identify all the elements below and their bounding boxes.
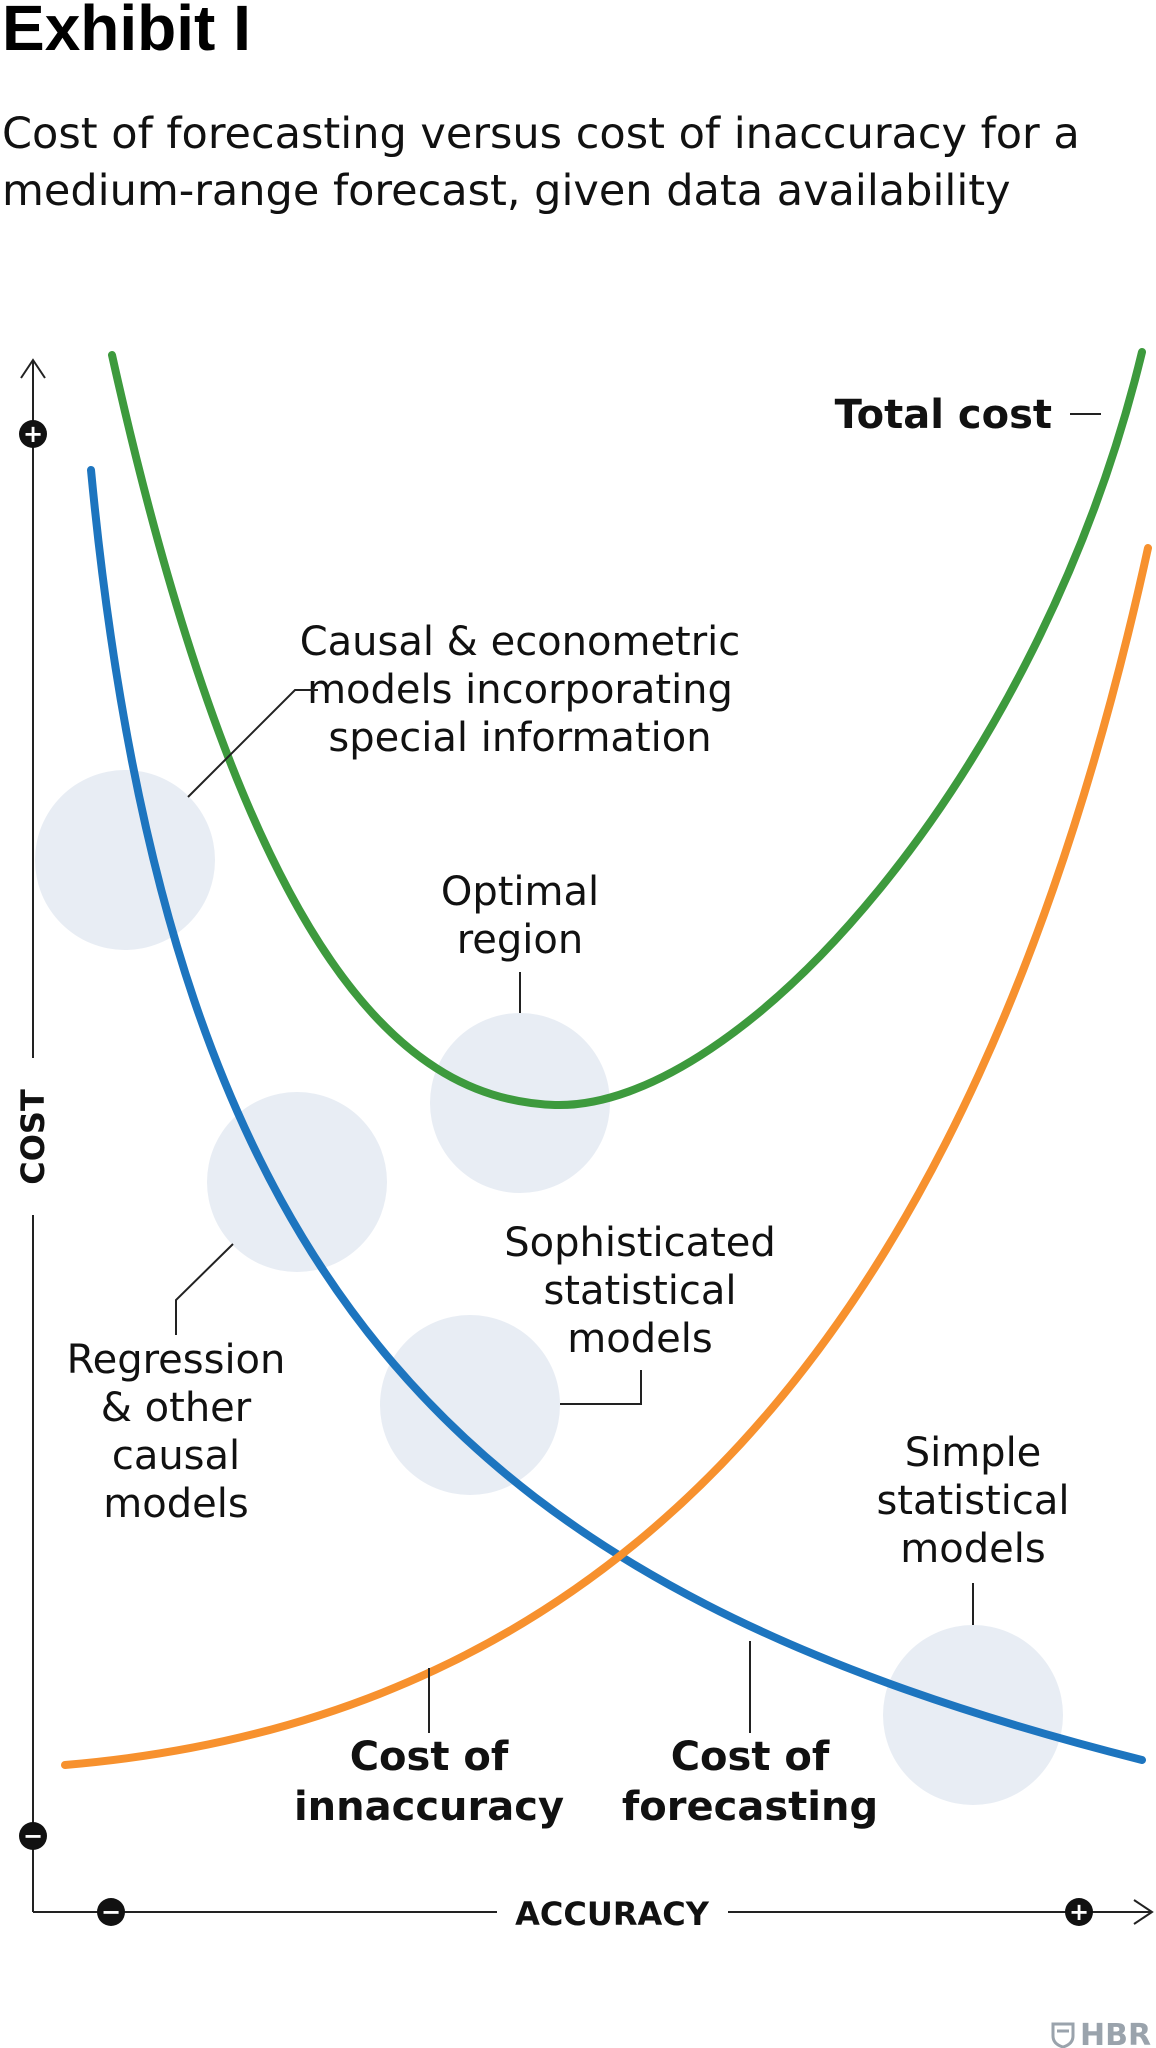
svg-text:special information: special information (328, 715, 711, 761)
sophisticated-label: Sophisticated statistical models (504, 1220, 776, 1362)
svg-text:models: models (567, 1316, 712, 1362)
svg-text:Regression: Regression (67, 1337, 286, 1383)
svg-text:models incorporating: models incorporating (307, 667, 733, 713)
svg-text:models: models (900, 1526, 1045, 1572)
regression-label: Regression & other causal models (67, 1337, 286, 1527)
svg-text:+: + (1069, 1898, 1089, 1926)
svg-text:Cost of: Cost of (671, 1734, 830, 1780)
y-axis (20, 358, 46, 1912)
svg-text:−: − (23, 1822, 43, 1850)
svg-text:& other: & other (101, 1385, 252, 1431)
svg-text:+: + (23, 420, 43, 448)
y-plus-marker: + (19, 420, 47, 448)
causal-econometric-label: Causal & econometric models incorporatin… (300, 619, 741, 761)
bubble-regression (207, 1092, 387, 1272)
simple-label: Simple statistical models (876, 1430, 1069, 1572)
hbr-logo: HBR (1051, 2018, 1151, 2048)
svg-text:HBR: HBR (1080, 2018, 1151, 2048)
exhibit-title: Exhibit I (2, 0, 251, 64)
bubble-sophisticated (380, 1315, 560, 1495)
svg-text:models: models (103, 1481, 248, 1527)
x-minus-marker: − (97, 1898, 125, 1926)
y-minus-marker: − (19, 1822, 47, 1850)
bubble-causal-econometric (35, 770, 215, 950)
svg-text:Optimal: Optimal (441, 869, 599, 915)
x-axis-label: ACCURACY (515, 1895, 710, 1933)
y-axis-label: COST (14, 1089, 52, 1185)
svg-text:Cost of: Cost of (350, 1734, 509, 1780)
optimal-region-label: Optimal region (441, 869, 599, 963)
subtitle-line-2: medium-range forecast, given data availa… (2, 166, 1011, 216)
cost-of-forecasting-label: Cost of forecasting (622, 1734, 878, 1830)
cost-of-innaccuracy-label: Cost of innaccuracy (294, 1734, 564, 1830)
total-cost-curve (108, 348, 1146, 1110)
causal-econometric-leader (187, 689, 318, 798)
regression-leader (175, 1243, 234, 1335)
svg-text:Simple: Simple (905, 1430, 1042, 1476)
svg-text:Causal & econometric: Causal & econometric (300, 619, 741, 665)
svg-text:−: − (101, 1898, 121, 1926)
svg-text:innaccuracy: innaccuracy (294, 1784, 564, 1830)
svg-text:statistical: statistical (543, 1268, 736, 1314)
subtitle-line-1: Cost of forecasting versus cost of inacc… (2, 109, 1080, 159)
cost-of-forecasting-curve (61, 544, 1152, 1769)
sophisticated-leader (560, 1370, 642, 1405)
x-plus-marker: + (1065, 1898, 1093, 1926)
svg-text:region: region (457, 917, 584, 963)
svg-text:statistical: statistical (876, 1478, 1069, 1524)
total-cost-label: Total cost (835, 392, 1052, 438)
svg-text:Sophisticated: Sophisticated (504, 1220, 776, 1266)
cost-of-inaccuracy-curve (87, 466, 1146, 1764)
svg-text:forecasting: forecasting (622, 1784, 878, 1830)
svg-text:causal: causal (112, 1433, 240, 1479)
